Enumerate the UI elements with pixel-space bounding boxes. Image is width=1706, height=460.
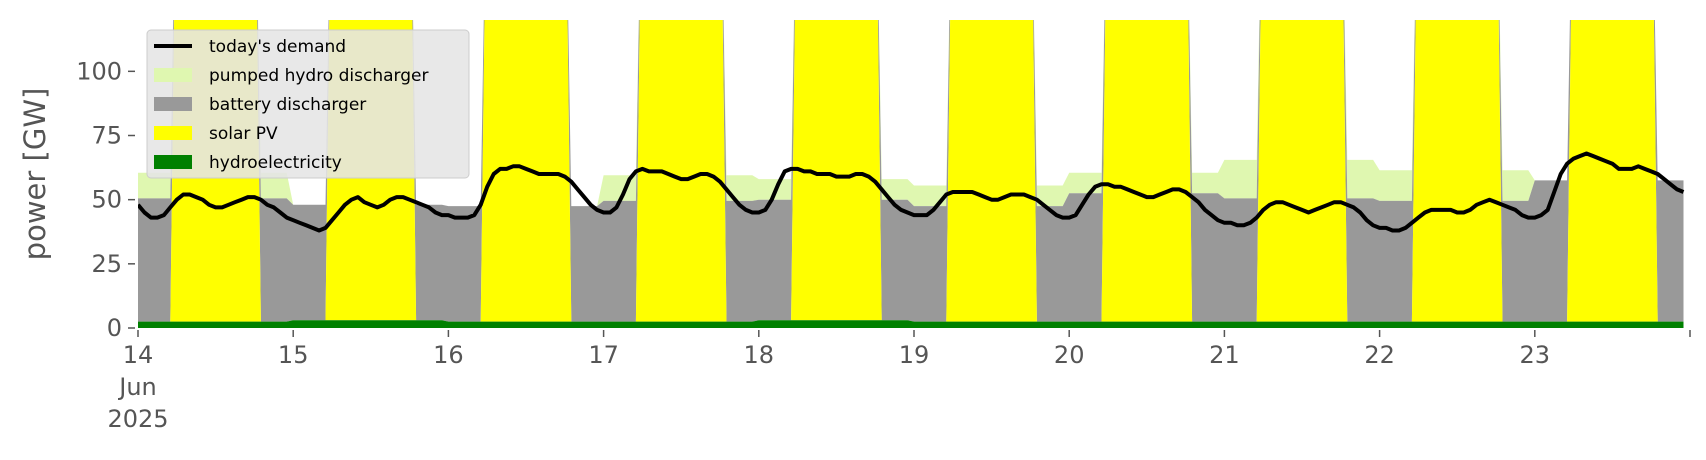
x-tick-label: 18: [744, 341, 775, 369]
x-tick-label: 20: [1054, 341, 1085, 369]
legend-swatch-solar-pv: [154, 126, 192, 140]
x-tick-label: Jun: [117, 373, 157, 401]
plot-area: [138, 20, 1685, 328]
y-tick-label: 25: [91, 250, 122, 278]
solar-pv-area: [138, 20, 1684, 322]
x-tick-label: 14: [123, 341, 154, 369]
x-tick-label: 21: [1209, 341, 1240, 369]
x-tick-label: 15: [278, 341, 309, 369]
battery-discharger-area: [138, 20, 1684, 322]
legend-box: [146, 29, 470, 179]
legend: today's demand pumped hydro discharger bat…: [146, 29, 470, 179]
x-tick-label: 23: [1520, 341, 1551, 369]
legend-swatch-pumped-hydro-discharger: [154, 68, 192, 82]
x-tick-label: 16: [433, 341, 464, 369]
y-tick-label: 75: [91, 122, 122, 150]
x-tick-label: 17: [588, 341, 619, 369]
x-tick-label: 2025: [107, 405, 168, 433]
y-tick-label: 50: [91, 186, 122, 214]
y-axis-title: power [GW]: [18, 88, 52, 261]
x-tick-label: 19: [899, 341, 930, 369]
legend-label-today-s-demand: today's demand: [209, 37, 346, 57]
legend-label-solar-pv: solar PV: [209, 124, 278, 144]
hydroelectricity-area: [138, 320, 1684, 328]
legend-swatch-battery-discharger: [154, 97, 192, 111]
y-axis: 0 25 50 75 100: [76, 57, 135, 342]
legend-label-battery-discharger: battery discharger: [209, 95, 366, 115]
legend-swatch-hydroelectricity: [154, 155, 192, 169]
y-tick-label: 0: [107, 314, 122, 342]
pumped-hydro-discharger-area: [138, 20, 1684, 207]
demand-line: [138, 151, 1685, 233]
x-tick-label: 22: [1364, 341, 1395, 369]
x-axis: 14 Jun 2025 15 16 17 18 19 20 21 22 23: [107, 330, 1691, 433]
y-tick-label: 100: [76, 57, 122, 85]
legend-label-pumped-hydro-discharger: pumped hydro discharger: [209, 66, 428, 86]
legend-label-hydroelectricity: hydroelectricity: [209, 153, 342, 173]
